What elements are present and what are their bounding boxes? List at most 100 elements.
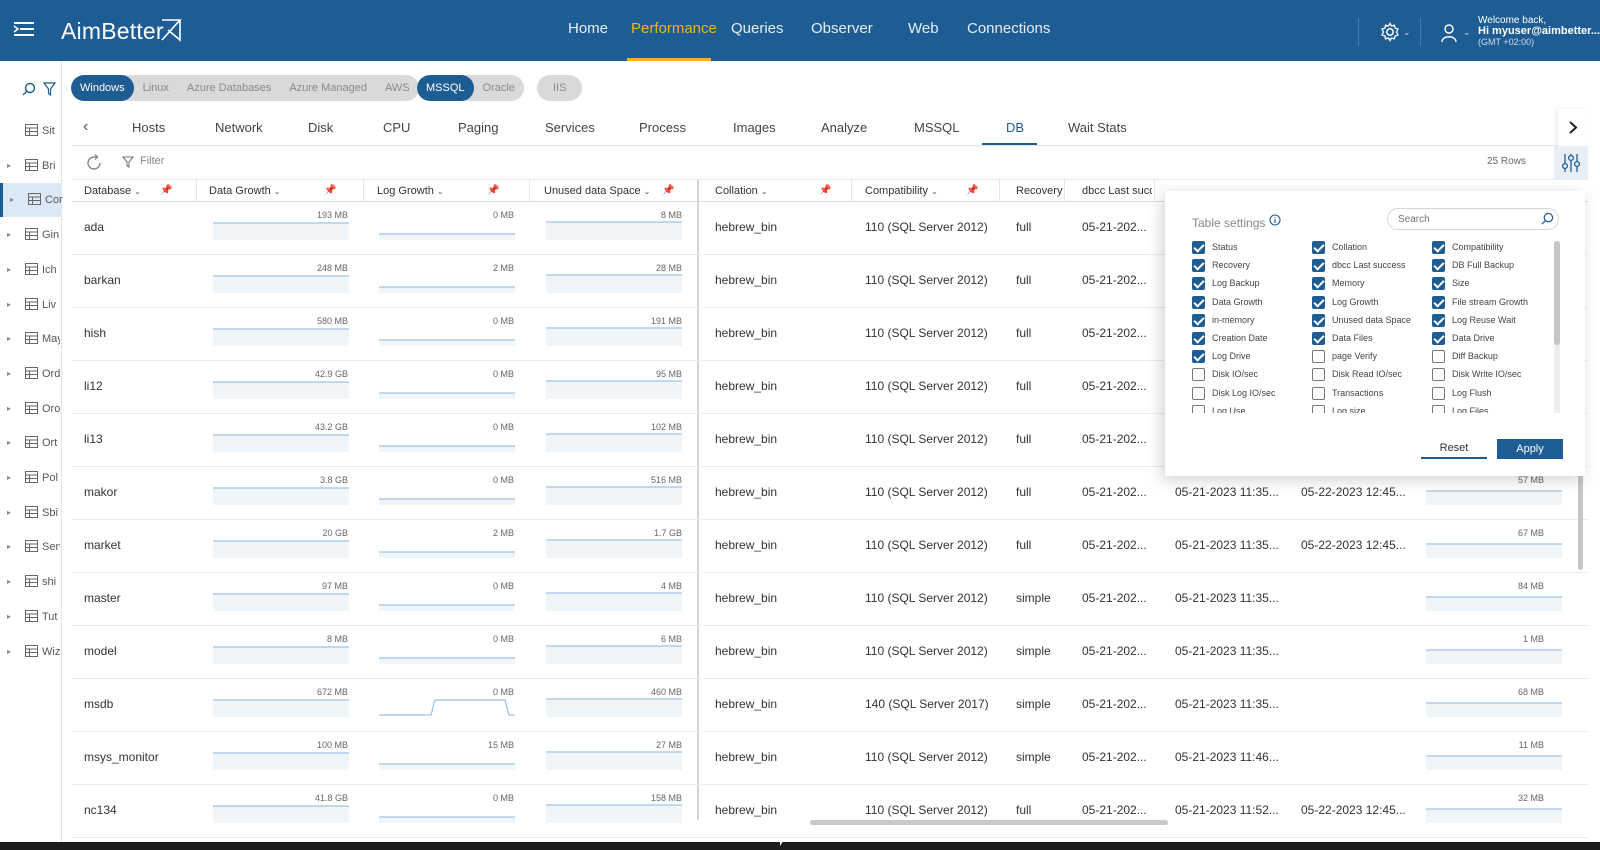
menu-icon[interactable] [13, 18, 36, 40]
sidebar-item[interactable]: ▸ Sbi [0, 496, 62, 530]
tab-services[interactable]: Services [545, 120, 595, 135]
checkbox[interactable] [1432, 259, 1445, 273]
checkbox[interactable] [1312, 295, 1325, 309]
nav-performance[interactable]: Performance [631, 20, 717, 37]
nav-observer[interactable]: Observer [811, 20, 873, 37]
checkbox[interactable] [1192, 277, 1205, 291]
pin-icon[interactable]: 📌 [966, 185, 979, 196]
expand-arrow-icon[interactable]: ▸ [7, 160, 12, 170]
tab-analyze[interactable]: Analyze [821, 120, 868, 135]
info-icon[interactable] [1269, 214, 1281, 226]
pin-icon[interactable]: 📌 [819, 185, 832, 196]
pin-icon[interactable]: 📌 [487, 185, 500, 196]
checkbox[interactable] [1312, 350, 1325, 364]
pill-linux[interactable]: Linux [142, 82, 169, 94]
expand-arrow-icon[interactable]: ▸ [7, 403, 12, 413]
table-row[interactable]: barkan 248 MB 2 MB 28 MB hebrew_bin 110 (SQL … [72, 255, 1588, 308]
expand-arrow-icon[interactable]: ▸ [7, 230, 12, 240]
tab-network[interactable]: Network [215, 120, 263, 135]
gear-icon[interactable] [1380, 22, 1400, 42]
checkbox[interactable] [1432, 350, 1445, 364]
checkbox[interactable] [1432, 332, 1445, 345]
tab-disk[interactable]: Disk [308, 120, 334, 135]
sidebar-item[interactable]: ▸ May [0, 322, 62, 356]
expand-arrow-icon[interactable]: ▸ [7, 611, 12, 621]
sidebar-item[interactable]: ▸ Gin [0, 218, 62, 252]
chevron-left-icon[interactable]: ‹ [83, 118, 89, 135]
search-icon[interactable] [22, 82, 36, 96]
table-row[interactable]: master 97 MB 0 MB 4 MB hebrew_bin 110 (SQL Se… [72, 573, 1588, 626]
checkbox[interactable] [1192, 404, 1205, 413]
checkbox[interactable] [1432, 386, 1445, 400]
table-row[interactable]: nc134 41.8 GB 0 MB 158 MB hebrew_bin 110 (SQL… [72, 785, 1588, 838]
pin-icon[interactable]: 📌 [324, 185, 337, 196]
reset-button[interactable]: Reset [1421, 439, 1487, 459]
settings-search-input[interactable] [1387, 208, 1559, 230]
expand-arrow-icon[interactable]: ▸ [7, 473, 12, 482]
expand-arrow-icon[interactable]: ▸ [10, 195, 15, 205]
sidebar-item[interactable]: ▸ Ort [0, 426, 62, 460]
pill-azure-managed[interactable]: Azure Managed [289, 82, 367, 94]
expand-arrow-icon[interactable]: ▸ [7, 299, 12, 309]
nav-queries[interactable]: Queries [731, 20, 784, 37]
expand-arrow-icon[interactable]: ▸ [7, 264, 12, 274]
pill-aws[interactable]: AWS [384, 82, 410, 94]
col-collation[interactable]: Collation ⌄ [715, 185, 768, 197]
pill-azure-databases[interactable]: Azure Databases [186, 82, 272, 94]
pill-mssql[interactable]: MSSQL [417, 75, 474, 101]
checkbox[interactable] [1192, 241, 1205, 254]
nav-connections[interactable]: Connections [967, 20, 1051, 37]
user-icon[interactable] [1441, 23, 1457, 43]
chevron-down-icon[interactable]: ⌄ [1403, 27, 1411, 37]
apply-button[interactable]: Apply [1497, 439, 1563, 459]
tab-paging[interactable]: Paging [458, 120, 499, 135]
sidebar-item[interactable]: ▸ Tut [0, 600, 62, 634]
checkbox[interactable] [1312, 332, 1325, 345]
nav-web[interactable]: Web [908, 20, 939, 37]
tab-wait-stats[interactable]: Wait Stats [1068, 120, 1127, 135]
table-row[interactable]: ada 193 MB 0 MB 8 MB hebrew_bin 110 (SQL Serv… [72, 202, 1588, 255]
checkbox[interactable] [1192, 350, 1205, 364]
sidebar-item[interactable]: ▸ Ord [0, 357, 62, 391]
table-row[interactable]: msdb 672 MB 0 MB 460 MB hebrew_bin 140 (SQL S… [72, 679, 1588, 732]
checkbox[interactable] [1312, 386, 1325, 400]
table-row[interactable]: msys_monitor 100 MB 15 MB 27 MB hebrew_bin 11… [72, 732, 1588, 785]
checkbox[interactable] [1312, 277, 1325, 291]
checkbox[interactable] [1192, 259, 1205, 273]
checkbox[interactable] [1192, 332, 1205, 345]
checkbox[interactable] [1312, 241, 1325, 254]
filter-icon[interactable] [43, 82, 56, 96]
table-row[interactable]: li12 42.9 GB 0 MB 95 MB hebrew_bin 110 (SQL S… [72, 361, 1588, 414]
tab-mssql[interactable]: MSSQL [914, 120, 960, 135]
table-row[interactable]: model 8 MB 0 MB 6 MB hebrew_bin 110 (SQL Serv… [72, 626, 1588, 679]
sidebar-item[interactable]: ▸ Sen [0, 530, 62, 564]
checkbox[interactable] [1432, 313, 1445, 327]
app-logo[interactable]: AimBetter [61, 18, 164, 44]
checkbox[interactable] [1192, 386, 1205, 400]
options-scrollbar[interactable] [1554, 241, 1560, 413]
expand-arrow-icon[interactable]: ▸ [7, 577, 12, 587]
sidebar-item[interactable]: ▸ Oro [0, 392, 62, 426]
checkbox[interactable] [1312, 404, 1325, 413]
col-unused-space[interactable]: Unused data Space ⌄ [544, 185, 651, 197]
pin-icon[interactable]: 📌 [160, 185, 173, 196]
tab-db[interactable]: DB [1006, 120, 1025, 135]
expand-arrow-icon[interactable]: ▸ [7, 646, 12, 656]
checkbox[interactable] [1432, 404, 1445, 413]
horizontal-scrollbar[interactable] [810, 820, 1168, 825]
expand-arrow-icon[interactable]: ▸ [7, 438, 12, 448]
checkbox[interactable] [1432, 295, 1445, 309]
pill-iis[interactable]: IIS [553, 82, 567, 94]
checkbox[interactable] [1192, 368, 1205, 382]
tab-cpu[interactable]: CPU [383, 120, 411, 135]
expand-arrow-icon[interactable]: ▸ [7, 507, 12, 517]
filter-input[interactable]: Filter [140, 155, 165, 167]
checkbox[interactable] [1432, 368, 1445, 382]
refresh-icon[interactable] [84, 153, 104, 173]
table-row[interactable]: makor 3.8 GB 0 MB 516 MB hebrew_bin 110 (SQL … [72, 467, 1588, 520]
checkbox[interactable] [1312, 259, 1325, 273]
col-dbcc[interactable]: dbcc Last succ [1082, 185, 1152, 197]
table-row[interactable]: hish 580 MB 0 MB 191 MB hebrew_bin 110 (SQL S… [72, 308, 1588, 361]
tab-process[interactable]: Process [639, 120, 686, 135]
expand-arrow-icon[interactable]: ▸ [7, 542, 12, 552]
